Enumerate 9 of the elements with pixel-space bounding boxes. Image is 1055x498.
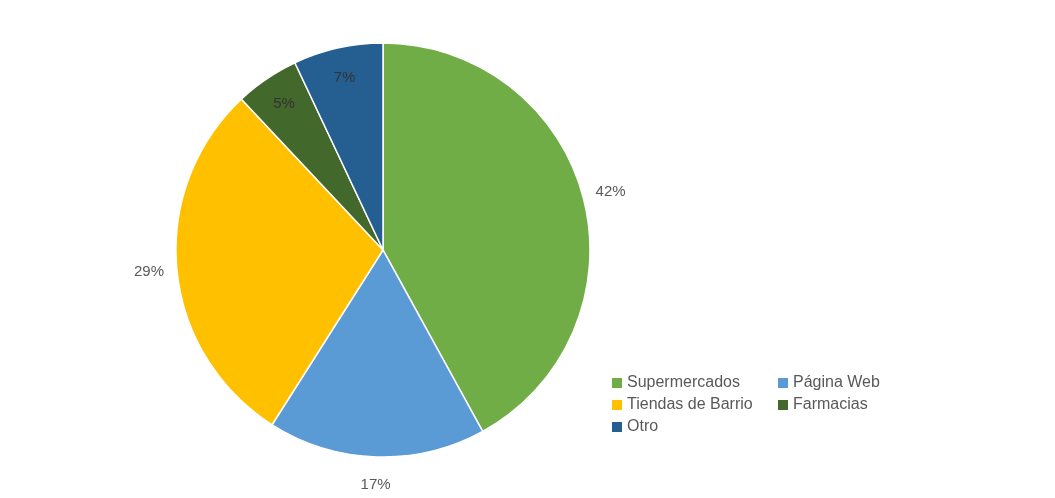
legend-label: Tiendas de Barrio: [627, 395, 753, 413]
data-label: 29%: [134, 262, 165, 280]
legend-label: Página Web: [793, 373, 880, 391]
data-label: 17%: [360, 474, 391, 492]
data-label: 7%: [333, 68, 356, 86]
legend-label: Farmacias: [793, 395, 868, 413]
legend-label: Otro: [627, 417, 659, 435]
legend-label: Supermercados: [627, 373, 740, 391]
data-label: 42%: [595, 181, 626, 199]
